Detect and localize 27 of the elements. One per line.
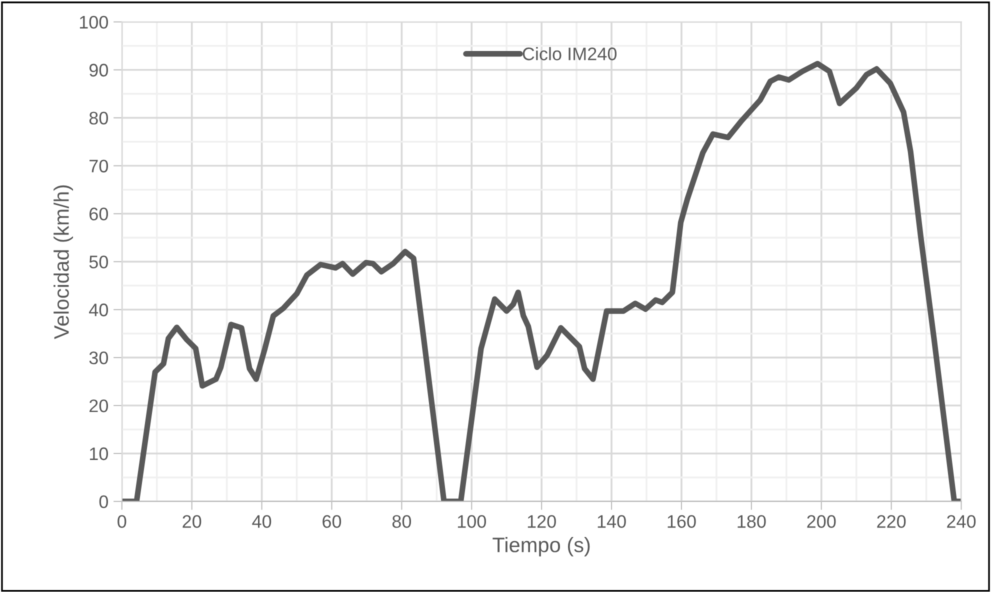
x-tick-label: 40 xyxy=(252,515,272,528)
y-tick-label: 40 xyxy=(89,304,108,316)
x-tick-label: 80 xyxy=(392,515,412,528)
y-tick-label: 80 xyxy=(89,112,108,125)
y-tick-label: 50 xyxy=(89,256,108,268)
y-tick-label: 60 xyxy=(90,208,108,220)
x-tick-label: 20 xyxy=(182,515,202,528)
x-tick-label: 60 xyxy=(322,515,342,528)
y-tick-label: 100 xyxy=(80,16,108,29)
x-tick-label: 100 xyxy=(458,515,486,528)
y-tick-label: 70 xyxy=(90,160,108,172)
x-tick-label: 240 xyxy=(947,515,976,528)
y-tick-label: 0 xyxy=(99,495,108,508)
legend-label: Ciclo IM240 xyxy=(522,47,617,60)
x-tick-label: 0 xyxy=(118,515,126,528)
x-tick-label: 180 xyxy=(738,515,766,528)
x-tick-label: 220 xyxy=(877,515,906,528)
x-tick-label: 120 xyxy=(528,515,556,528)
y-tick-label: 90 xyxy=(89,64,108,77)
x-tick-label: 200 xyxy=(807,515,836,528)
x-tick-label: 140 xyxy=(598,515,626,528)
y-axis-title: Velocidad (km/h) xyxy=(54,185,74,340)
y-tick-label: 10 xyxy=(90,447,108,460)
x-tick-label: 160 xyxy=(668,515,696,528)
y-tick-label: 30 xyxy=(89,352,108,364)
y-tick-label: 20 xyxy=(90,399,108,412)
x-axis-title: Tiempo (s) xyxy=(492,537,590,556)
